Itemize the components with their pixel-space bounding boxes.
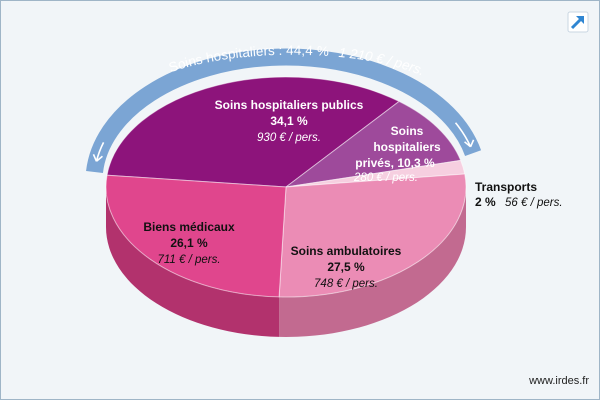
expand-arrow-icon[interactable]	[567, 11, 589, 33]
slice-percent: 27,5 %	[327, 260, 365, 274]
arc-arrow-left	[92, 141, 105, 162]
slice-percent: 34,1 %	[270, 114, 308, 128]
slice-per-person: 280 € / pers.	[353, 172, 418, 184]
slice-percent: 26,1 %	[170, 236, 208, 250]
label-transports: Transports 2 % 56 € / pers.	[475, 180, 563, 209]
slice-per-person: 930 € / pers.	[257, 132, 321, 144]
slice-per-person: 711 € / pers.	[157, 254, 220, 266]
label-soins-hospitaliers-publics: Soins hospitaliers publics 34,1 % 930 € …	[215, 98, 364, 144]
pie-side-ambulatoires	[279, 187, 466, 338]
slice-label-line-2: 2 % 56 € / pers.	[475, 195, 563, 209]
group-arc-band	[86, 48, 482, 174]
slice-label: Transports	[475, 180, 537, 194]
pie-slice-prives	[285, 100, 462, 188]
slice-per-person: 56 € / pers.	[505, 197, 563, 209]
pie-side-biens	[106, 187, 280, 337]
slice-label: Soins ambulatoires	[291, 244, 402, 258]
slice-per-person: 748 € / pers.	[314, 278, 378, 290]
label-biens-medicaux: Biens médicaux 26,1 % 711 € / pers.	[143, 220, 235, 266]
pie-slice-publics	[106, 76, 401, 188]
slice-label-line-3: privés, 10,3 %	[355, 156, 435, 170]
arc-arrow-right	[454, 122, 475, 148]
pie-slice-ambulatoires	[278, 173, 467, 298]
slice-label-line-1: Soins	[391, 124, 424, 138]
slice-label-line-2: hospitaliers	[373, 140, 441, 154]
pie-slice-biens	[105, 174, 287, 298]
slice-percent: 2 %	[475, 195, 496, 209]
slice-label: Biens médicaux	[143, 220, 235, 234]
source-link[interactable]: www.irdes.fr	[529, 375, 589, 387]
slice-label: Soins hospitaliers publics	[215, 98, 364, 112]
label-soins-ambulatoires: Soins ambulatoires 27,5 % 748 € / pers.	[291, 244, 402, 290]
label-soins-hospitaliers-prives: Soins hospitaliers privés, 10,3 % 280 € …	[353, 124, 441, 184]
